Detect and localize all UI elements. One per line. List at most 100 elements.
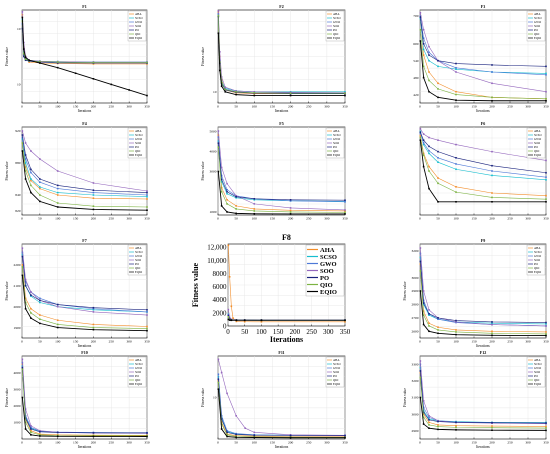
y-tick-label: 3000 (412, 276, 419, 280)
data-point-soo (146, 314, 148, 316)
data-point-qio (419, 136, 422, 139)
y-tick-label: 3200 (412, 249, 419, 253)
data-point-gwo (217, 373, 220, 376)
data-point-gwo (56, 187, 59, 190)
chart-panel-f7: 0 50 100 150 200 250 300 350 1900 2000 2100 2200 F7 I… (5, 238, 150, 348)
data-point-gwo (545, 176, 547, 178)
data-point-aha (419, 135, 422, 137)
data-point-qio (419, 376, 422, 379)
data-point-po (30, 168, 32, 171)
legend-label-po: PO (135, 145, 140, 149)
data-point-eqio (30, 317, 32, 319)
data-point-eqio (545, 429, 547, 432)
data-point-scso (24, 162, 27, 164)
x-tick-label: 250 (507, 340, 513, 344)
data-point-qio (220, 190, 223, 193)
legend-label-scso: SCSO (135, 133, 143, 137)
data-point-qio (56, 61, 59, 63)
data-point-qio (437, 182, 439, 185)
data-point-gwo (220, 174, 223, 177)
data-point-eqio (243, 319, 246, 322)
data-point-po (253, 434, 256, 437)
data-point-soo (146, 190, 148, 192)
data-point-po (56, 431, 59, 434)
data-point-soo (419, 127, 422, 130)
legend-box (526, 244, 546, 276)
data-point-qio (24, 421, 27, 424)
data-point-soo (92, 311, 95, 313)
data-point-eqio (235, 212, 237, 215)
data-point-po (455, 62, 457, 65)
chart-panel-f4: 0 50 100 150 200 250 300 350 820 840 880 920 F4 Fitne… (5, 121, 150, 221)
data-point-aha (146, 325, 148, 328)
y-tick-label: 10,000 (207, 257, 227, 265)
data-point-aha (228, 276, 231, 278)
x-axis-label: Iterations (275, 109, 289, 113)
data-point-po (92, 306, 95, 309)
data-point-aha (92, 63, 95, 65)
data-point-aha (39, 314, 41, 316)
x-tick-label: 250 (109, 217, 115, 221)
x-tick-label: 200 (288, 441, 294, 445)
y-tick-label: 4000 (213, 296, 228, 304)
data-point-qio (289, 92, 292, 95)
data-point-eqio (39, 200, 41, 203)
data-point-eqio (545, 334, 547, 337)
data-point-scso (422, 48, 425, 51)
x-tick-label: 200 (91, 217, 97, 221)
data-point-scso (422, 143, 425, 146)
x-tick-label: 350 (144, 105, 150, 109)
data-point-scso (30, 178, 32, 180)
data-point-qio (226, 203, 228, 205)
data-point-soo (428, 414, 430, 417)
legend-label-gwo: GWO (333, 137, 341, 141)
data-point-soo (56, 305, 59, 308)
data-point-scso (422, 303, 425, 306)
data-point-qio (422, 314, 425, 316)
data-point-scso (428, 59, 430, 62)
y-tick-label: 6000 (213, 283, 228, 291)
legend-label-scso: SCSO (135, 250, 143, 254)
data-point-qio (491, 96, 493, 99)
x-tick-label: 250 (109, 441, 115, 445)
data-point-eqio (39, 435, 41, 437)
data-point-po (344, 199, 346, 202)
data-point-eqio (220, 205, 223, 207)
data-point-eqio (455, 99, 457, 101)
x-tick-label: 350 (144, 340, 150, 344)
data-point-po (24, 154, 27, 156)
data-point-eqio (39, 322, 41, 325)
x-tick-label: 200 (489, 441, 495, 445)
x-tick-label: 200 (489, 340, 495, 344)
legend-label-soo: SOO (135, 141, 142, 145)
legend-box (526, 127, 546, 159)
chart-title: F11 (278, 350, 284, 355)
x-tick-label: 50 (436, 441, 440, 445)
data-point-eqio (56, 206, 59, 208)
data-point-soo (428, 309, 430, 311)
data-point-po (253, 198, 256, 200)
y-axis-label: Fitness value (5, 388, 9, 407)
data-point-qio (24, 170, 27, 172)
x-tick-label: 150 (270, 105, 276, 109)
data-point-scso (545, 72, 547, 75)
data-point-eqio (344, 213, 346, 215)
data-point-po (419, 260, 422, 263)
legend-label-eqio: EQIO (135, 36, 143, 40)
y-tick-label: 5000 (210, 129, 217, 133)
y-tick-label: 3000 (210, 170, 217, 174)
data-point-aha (226, 199, 228, 201)
data-point-eqio (146, 329, 148, 332)
x-tick-label: 0 (217, 217, 219, 221)
data-point-aha (289, 209, 292, 212)
y-tick-label: 1000 (14, 421, 21, 425)
chart-panel-f10: 0 50 100 150 200 250 300 350 1000 2000 3000 4000 F10… (5, 350, 150, 449)
data-point-eqio (437, 332, 439, 335)
data-point-eqio (428, 90, 430, 93)
legend-label-gwo: GWO (333, 366, 341, 370)
y-axis-label: Fitness value (403, 388, 407, 407)
x-tick-label: 50 (234, 441, 238, 445)
chart-title: F7 (82, 238, 86, 243)
data-point-eqio (260, 319, 263, 322)
data-point-qio (545, 198, 547, 200)
